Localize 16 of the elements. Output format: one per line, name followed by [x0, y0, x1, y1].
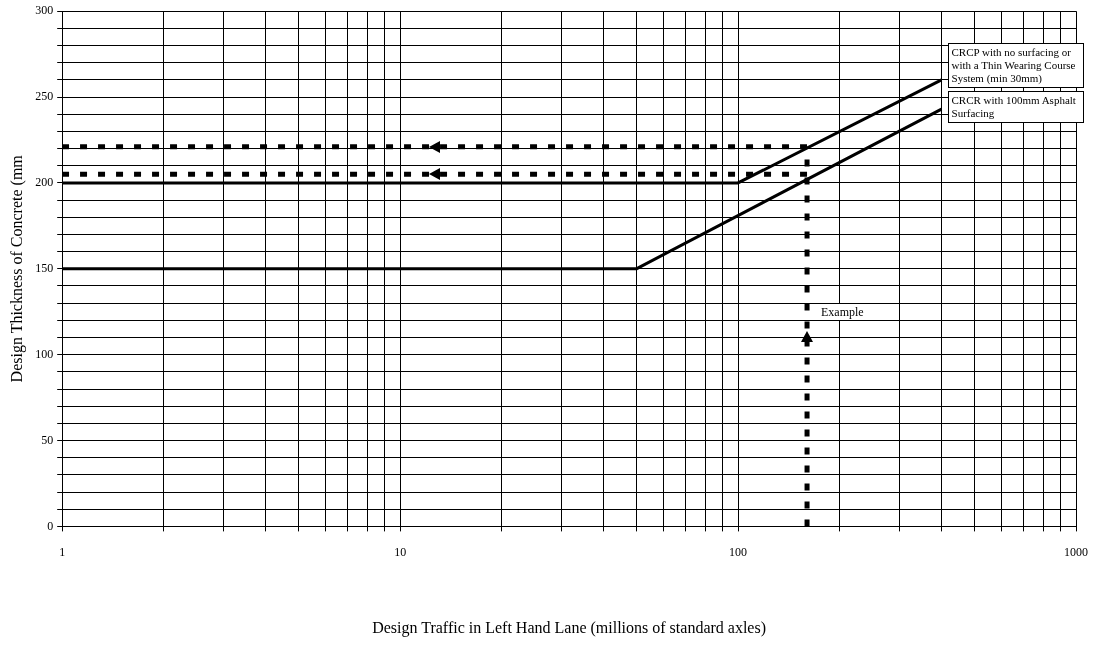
x-tick-label: 100	[729, 544, 748, 559]
y-tick-label: 150	[35, 260, 54, 275]
x-tick-label: 1	[59, 544, 66, 559]
y-axis-title: Design Thickness of Concrete (mm	[7, 154, 26, 383]
annotation: Example	[817, 303, 878, 320]
y-tick-label: 50	[41, 432, 54, 447]
x-tick-label: 1000	[1064, 544, 1088, 559]
y-tick-label: 0	[47, 518, 54, 533]
x-axis-title: Design Traffic in Left Hand Lane (millions of standard axles)	[372, 618, 767, 637]
y-tick-label: 250	[35, 89, 54, 104]
y-tick-label: 200	[35, 175, 54, 190]
series-label: CRCR with 100mm Asphalt Surfacing	[947, 90, 1084, 123]
x-tick-label: 10	[394, 544, 407, 559]
series-label: CRCP with no surfacing or with a Thin Wearing Course System (min 30mm)	[947, 42, 1084, 88]
y-tick-label: 300	[35, 3, 54, 18]
y-tick-label: 100	[35, 346, 54, 361]
